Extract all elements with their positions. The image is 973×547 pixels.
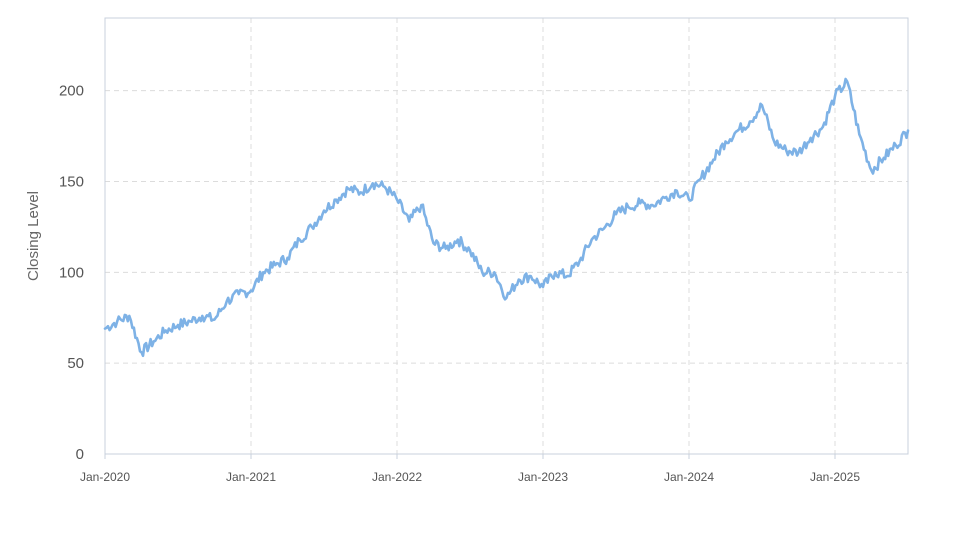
y-tick-label: 0	[76, 446, 84, 463]
y-axis-title: Closing Level	[25, 191, 42, 281]
x-tick-label: Jan-2022	[372, 470, 422, 484]
x-tick-label: Jan-2024	[664, 470, 714, 484]
x-tick-label: Jan-2025	[810, 470, 860, 484]
x-tick-label: Jan-2020	[80, 470, 130, 484]
y-tick-label: 200	[59, 83, 84, 100]
y-tick-label: 50	[67, 355, 84, 372]
axes	[104, 17, 909, 455]
plot-area	[105, 18, 908, 454]
series-line	[103, 77, 910, 358]
x-axis-ticks: Jan-2020 Jan-2021 Jan-2022 Jan-2023 Jan-2024…	[80, 454, 860, 484]
x-tick-label: Jan-2021	[226, 470, 276, 484]
x-tick-label: Jan-2023	[518, 470, 568, 484]
y-axis-ticks: 0 50 100 150 200	[59, 83, 84, 463]
y-tick-label: 150	[59, 174, 84, 191]
plot-border	[104, 17, 909, 455]
y-tick-label: 100	[59, 264, 84, 281]
